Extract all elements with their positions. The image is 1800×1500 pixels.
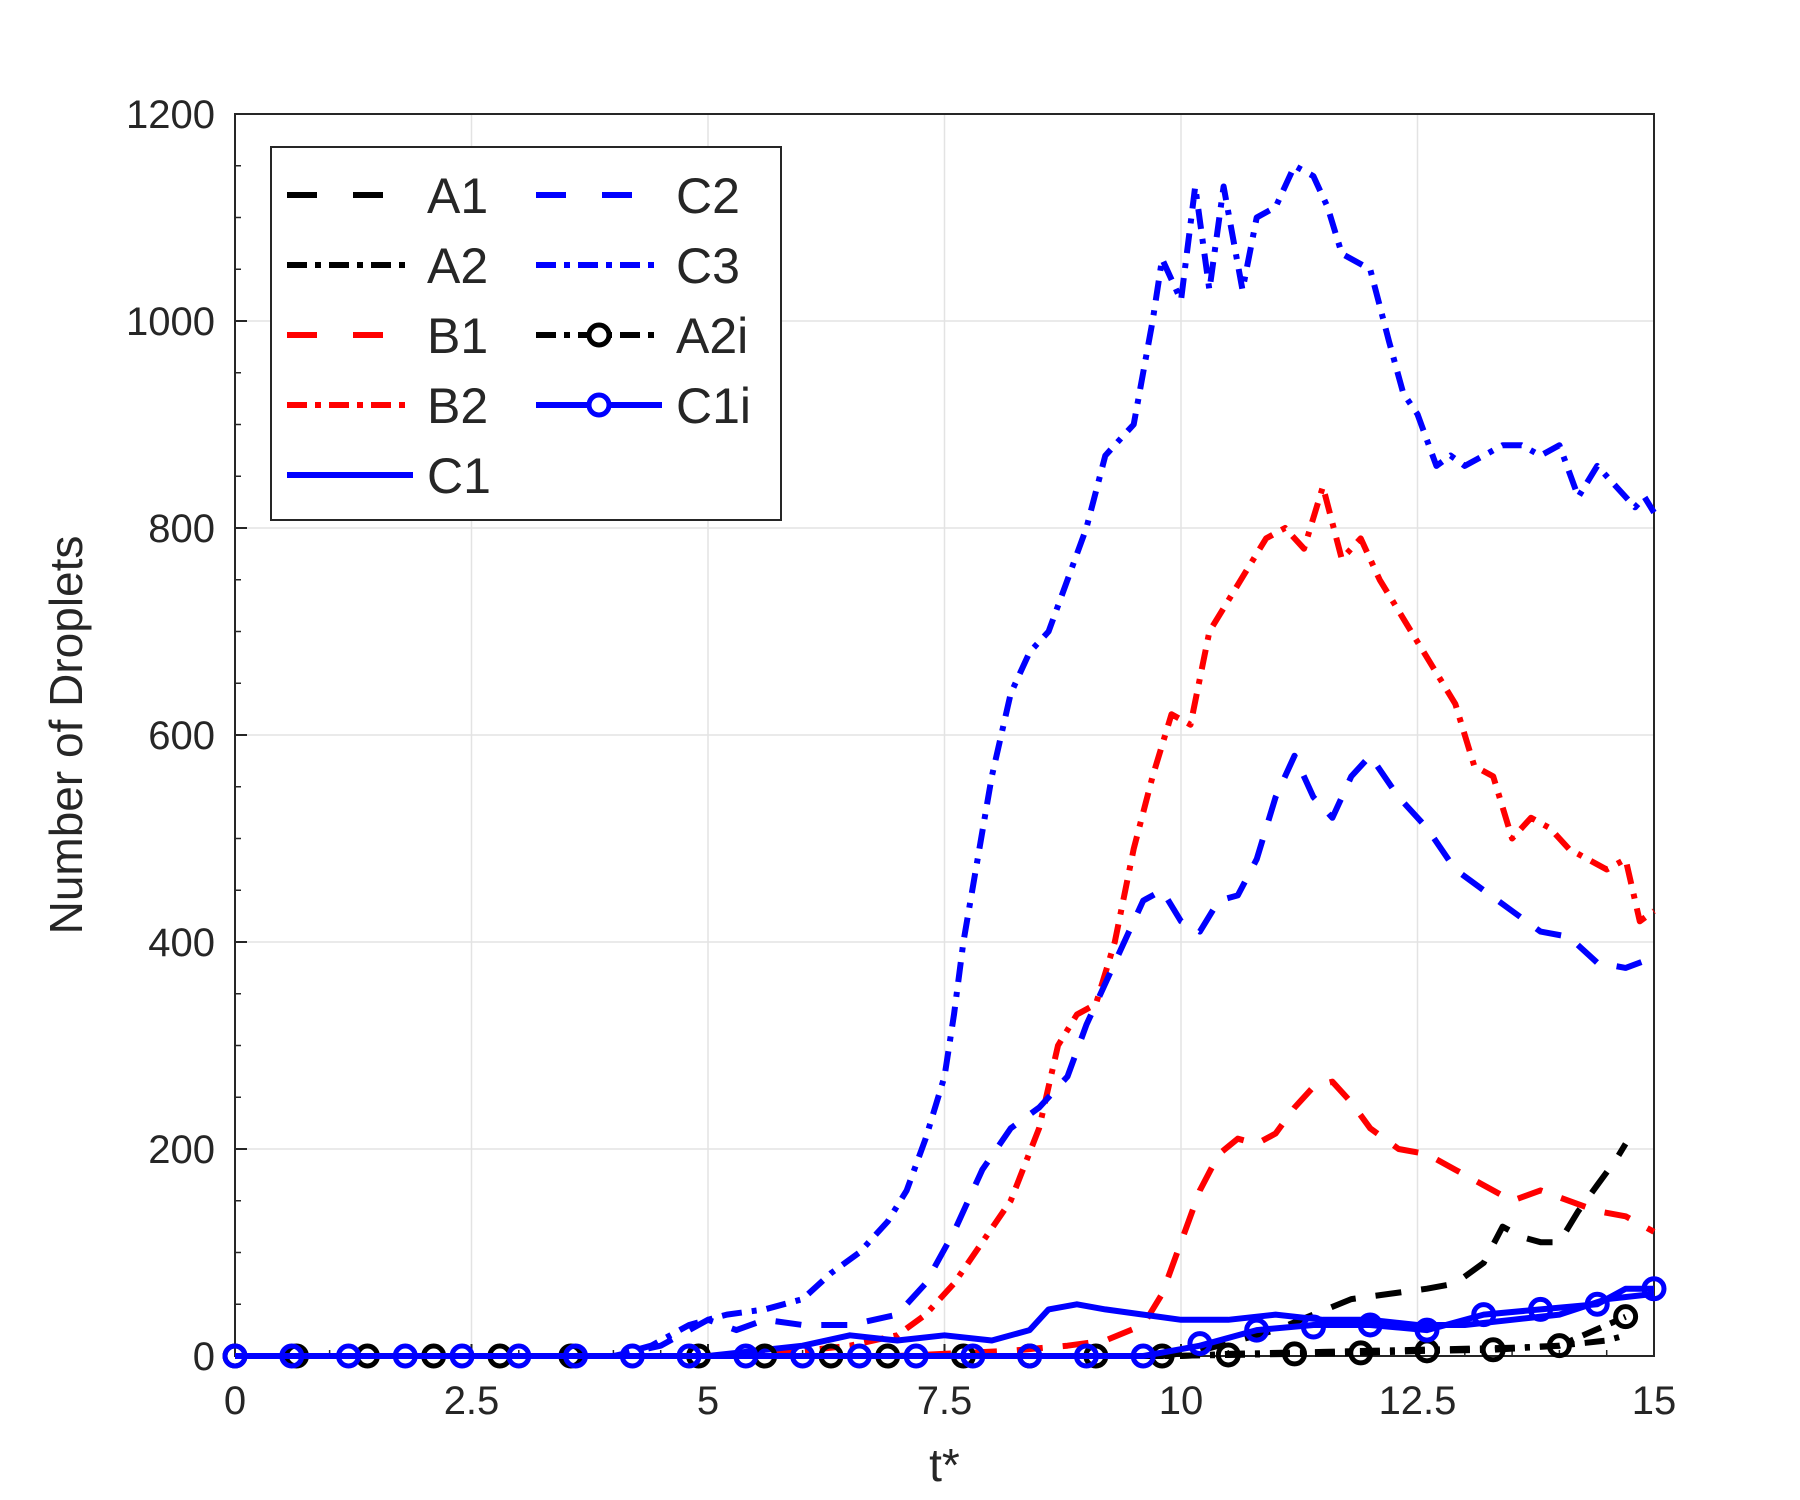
series-line-B1 [235, 1078, 1656, 1359]
grid [235, 114, 1654, 1356]
x-tick-label: 15 [1632, 1379, 1677, 1423]
legend-entry-A1: A1 [287, 168, 488, 224]
data-point-C1i [676, 1343, 702, 1369]
legend-entry-C2: C2 [536, 168, 740, 224]
series-B1 [235, 1078, 1656, 1359]
data-point-C1i [1471, 1302, 1497, 1328]
legend-entry-A2: A2 [287, 238, 488, 294]
data-point-C1i [733, 1343, 759, 1369]
series-C3 [235, 162, 1657, 1359]
legend-label: B2 [427, 378, 488, 434]
data-point-C1i [279, 1343, 305, 1369]
data-point-C1i [790, 1343, 816, 1369]
legend-label: C3 [676, 238, 740, 294]
data-point-A2i [1546, 1333, 1572, 1359]
data-point-C1i [1414, 1317, 1440, 1343]
series-lines [222, 162, 1667, 1369]
series-line-C3 [235, 162, 1657, 1359]
data-point-C1i [1017, 1343, 1043, 1369]
y-tick-label: 200 [148, 1128, 215, 1172]
y-tick-label: 400 [148, 921, 215, 965]
series-C2 [235, 752, 1656, 1359]
data-point-C1i [563, 1343, 589, 1369]
data-point-C1i [1641, 1276, 1667, 1302]
legend-label: C1 [427, 448, 491, 504]
series-line-C1i [235, 1285, 1654, 1359]
series-line-A1 [235, 1142, 1629, 1359]
data-point-C1i [1584, 1291, 1610, 1317]
y-axis-label: Number of Droplets [40, 536, 92, 935]
legend-label: A1 [427, 168, 488, 224]
legend-entry-C1i: C1i [536, 378, 751, 434]
data-point-C1i [1300, 1314, 1326, 1340]
y-tick-label: 1000 [126, 300, 215, 344]
data-point-C1i [1527, 1296, 1553, 1322]
data-point-C1i [1357, 1312, 1383, 1338]
data-point-C1i [392, 1343, 418, 1369]
tick-labels: 0 2.5 5 7.5 10 12.5 15 0 200 400 600 800 1000 1200 [126, 93, 1676, 1423]
data-point-C1i [846, 1343, 872, 1369]
legend-label: B1 [427, 308, 488, 364]
x-tick-label: 2.5 [444, 1379, 500, 1423]
legend-marker [586, 322, 612, 348]
series-C1i [222, 1276, 1667, 1369]
data-point-C1i [1130, 1343, 1156, 1369]
legend-label: C1i [676, 378, 751, 434]
legend-label: A2 [427, 238, 488, 294]
legend-entry-B1: B1 [287, 308, 488, 364]
series-A1 [235, 1142, 1629, 1359]
series-line-B2 [235, 483, 1656, 1359]
y-tick-label: 1200 [126, 93, 215, 137]
data-point-A2i [1613, 1304, 1639, 1330]
data-point-C1i [449, 1343, 475, 1369]
legend-label: C2 [676, 168, 740, 224]
y-tick-label: 800 [148, 507, 215, 551]
data-point-A2i [1282, 1341, 1308, 1367]
series-line-A2i [235, 1313, 1627, 1359]
legend: A1 A2 B1 B2 C1 C2 C3 A2i C1i [270, 146, 782, 521]
y-tick-label: 0 [193, 1335, 215, 1379]
x-tick-label: 10 [1159, 1379, 1204, 1423]
data-point-C1i [506, 1343, 532, 1369]
data-point-C1i [222, 1343, 248, 1369]
series-line-C2 [235, 752, 1656, 1359]
legend-entry-A2i: A2i [536, 308, 748, 364]
data-point-C1i [1187, 1331, 1213, 1357]
legend-entry-C1: C1 [287, 448, 491, 504]
data-point-C1i [960, 1343, 986, 1369]
x-tick-label: 0 [224, 1379, 246, 1423]
legend-marker [586, 392, 612, 418]
data-point-C1i [619, 1343, 645, 1369]
data-point-C1i [1073, 1343, 1099, 1369]
legend-label: A2i [676, 308, 748, 364]
series-B2 [235, 483, 1656, 1359]
y-tick-label: 600 [148, 714, 215, 758]
x-tick-label: 7.5 [917, 1379, 973, 1423]
data-point-A2i [1348, 1340, 1374, 1366]
data-point-A2i [1480, 1337, 1506, 1363]
x-tick-label: 5 [697, 1379, 719, 1423]
x-tick-label: 12.5 [1379, 1379, 1457, 1423]
legend-entry-C3: C3 [536, 238, 740, 294]
data-point-A2i [1215, 1342, 1241, 1368]
x-axis-label: t* [929, 1439, 960, 1491]
data-point-C1i [1244, 1317, 1270, 1343]
data-point-C1i [336, 1343, 362, 1369]
legend-entry-B2: B2 [287, 378, 488, 434]
data-point-C1i [903, 1343, 929, 1369]
